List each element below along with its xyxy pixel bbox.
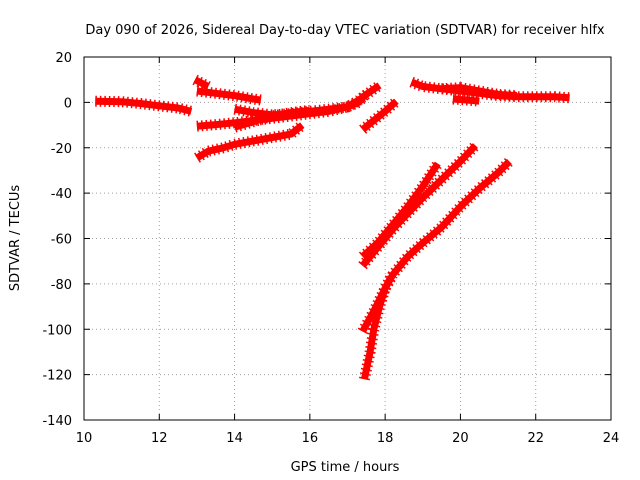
y-tick-label: 0 (64, 96, 72, 111)
data-series (95, 74, 570, 381)
series-markers (359, 97, 401, 134)
chart-title: Day 090 of 2026, Sidereal Day-to-day VTE… (85, 23, 605, 38)
y-tick-label: -80 (51, 278, 72, 293)
y-tick-label: -120 (42, 369, 72, 384)
series-band (233, 106, 311, 131)
axis-ticks (83, 56, 612, 421)
x-tick-label: 20 (452, 431, 469, 446)
x-tick-label: 22 (527, 431, 544, 446)
y-tick-label: -60 (51, 233, 72, 248)
y-tick-labels: -140 -120 -100 -80 -60 -40 -20 0 20 (42, 51, 72, 429)
series-band (195, 122, 305, 161)
y-tick-label: 20 (55, 51, 72, 66)
series-markers (409, 76, 570, 104)
x-tick-label: 12 (151, 431, 168, 446)
series-band (193, 76, 210, 90)
series-markers (358, 141, 480, 270)
x-tick-label: 10 (76, 431, 93, 446)
series-markers (452, 93, 480, 107)
x-tick-labels: 10 12 14 16 18 20 22 24 (76, 431, 620, 446)
series-markers (441, 82, 518, 102)
y-axis-label: SDTVAR / TECUs (8, 185, 23, 292)
x-tick-label: 16 (302, 431, 319, 446)
series-markers (95, 95, 193, 117)
x-tick-label: 24 (603, 431, 620, 446)
series-markers (357, 157, 514, 335)
y-tick-label: -100 (42, 323, 72, 338)
y-tick-label: -40 (51, 187, 72, 202)
y-tick-label: -20 (51, 142, 72, 157)
series-markers (194, 120, 306, 163)
x-tick-label: 18 (377, 431, 394, 446)
series-markers (233, 80, 383, 121)
series-band (360, 98, 399, 133)
x-axis-label: GPS time / hours (291, 460, 400, 475)
series-markers (359, 274, 396, 381)
x-tick-label: 14 (226, 431, 243, 446)
y-tick-label: -140 (42, 414, 72, 429)
series-markers (196, 85, 262, 106)
